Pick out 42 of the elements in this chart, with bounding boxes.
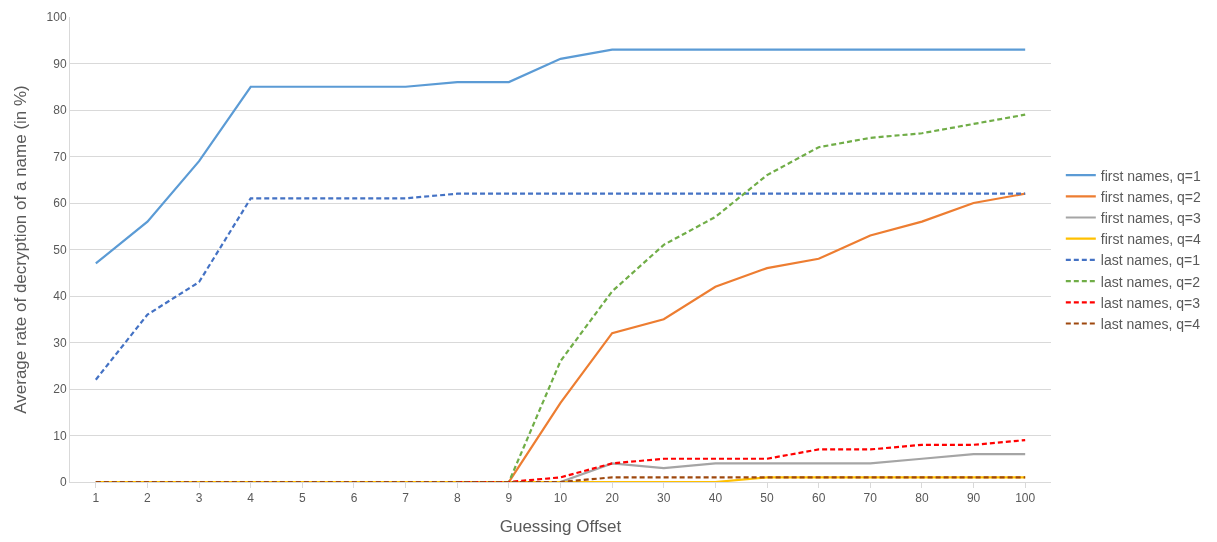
x-tick-label: 9 [505, 491, 513, 506]
y-tick-label: 30 [53, 335, 67, 350]
x-tick-label: 2 [144, 491, 152, 506]
y-tick-label: 40 [53, 289, 67, 304]
y-tick-label: 0 [59, 475, 67, 490]
legend-label: last names, q=1 [1100, 252, 1201, 269]
x-tick-label: 4 [247, 491, 255, 506]
y-tick-label: 10 [53, 428, 67, 443]
y-tick-label: 80 [53, 103, 67, 118]
legend-label: last names, q=2 [1100, 273, 1201, 290]
x-tick-label: 80 [915, 491, 929, 506]
y-tick-label: 60 [53, 196, 67, 211]
x-tick-label: 70 [863, 491, 878, 506]
line-series [94, 192, 1027, 381]
x-tick-label: 10 [553, 491, 568, 506]
x-tick-label: 7 [402, 491, 410, 506]
x-tick-label: 20 [605, 491, 620, 506]
legend-label: first names, q=1 [1100, 167, 1202, 184]
legend-label: first names, q=4 [1100, 231, 1202, 248]
x-axis-title: Guessing Offset [499, 516, 622, 536]
x-tick-label: 100 [1015, 491, 1036, 506]
x-tick-label: 60 [811, 491, 826, 506]
y-tick-label: 90 [53, 56, 67, 71]
x-tick-label: 8 [453, 491, 461, 506]
x-tick-label: 40 [708, 491, 723, 506]
y-tick-label: 70 [53, 149, 67, 164]
x-tick-label: 6 [350, 491, 358, 506]
x-tick-label: 5 [299, 491, 306, 506]
y-tick-label: 50 [53, 242, 67, 257]
legend-label: first names, q=3 [1100, 209, 1202, 226]
y-axis-title: Average rate of decryption of a name (in %) [11, 85, 31, 414]
y-tick-label: 100 [46, 10, 67, 25]
x-tick-label: 30 [657, 491, 671, 506]
x-tick-label: 90 [966, 491, 981, 506]
legend-label: first names, q=2 [1100, 188, 1202, 205]
x-tick-label: 3 [195, 491, 203, 506]
y-tick-label: 20 [53, 382, 67, 397]
x-tick-label: 50 [760, 491, 775, 506]
legend-label: last names, q=4 [1100, 315, 1201, 332]
line-series [94, 48, 1027, 265]
x-tick-label: 1 [92, 491, 100, 506]
legend-label: last names, q=3 [1100, 294, 1201, 311]
